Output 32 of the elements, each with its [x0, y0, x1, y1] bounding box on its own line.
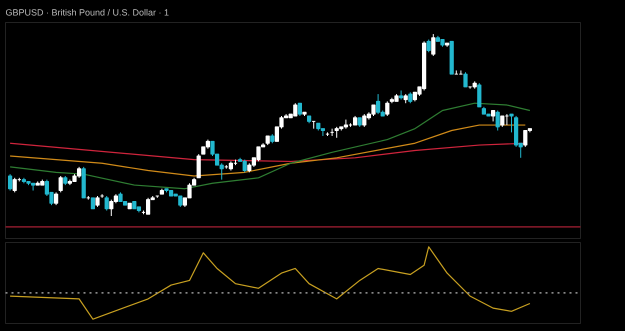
- candlestick: [509, 114, 514, 133]
- candlestick: [358, 117, 362, 128]
- candlestick: [496, 110, 500, 131]
- candlestick: [228, 160, 234, 172]
- candlestick: [270, 134, 274, 144]
- candlestick: [385, 100, 390, 116]
- candlestick: [431, 34, 436, 56]
- candlestick: [371, 104, 376, 116]
- candlestick: [58, 175, 63, 193]
- candlestick: [398, 90, 404, 100]
- candlestick: [298, 102, 302, 116]
- candlestick: [352, 115, 358, 126]
- candlestick: [408, 92, 412, 104]
- candlestick: [196, 154, 201, 178]
- candlestick: [104, 196, 109, 212]
- candlestick: [500, 115, 504, 128]
- candlestick: [426, 39, 431, 53]
- candlestick: [266, 135, 270, 146]
- candlestick: [490, 110, 496, 122]
- candlestick: [90, 197, 96, 210]
- candlestick: [63, 175, 68, 186]
- candlestick: [404, 94, 408, 104]
- candlestick: [463, 72, 468, 88]
- candlestick: [95, 196, 100, 208]
- candlestick: [76, 166, 82, 178]
- candlestick: [118, 192, 123, 202]
- candlestick: [8, 174, 12, 192]
- candlestick: [54, 192, 58, 206]
- candlestick: [477, 82, 482, 108]
- candlestick: [12, 177, 17, 193]
- candlestick: [256, 146, 261, 162]
- chart-title: GBPUSD · British Pound / U.S. Dollar · 1: [6, 8, 170, 18]
